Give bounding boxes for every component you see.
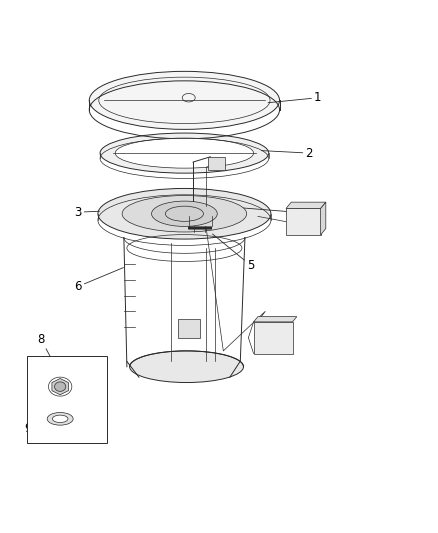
- Ellipse shape: [115, 138, 254, 168]
- Ellipse shape: [122, 196, 247, 232]
- Ellipse shape: [89, 71, 279, 130]
- Text: 8: 8: [37, 333, 59, 373]
- Ellipse shape: [130, 351, 244, 383]
- Bar: [27, 356, 106, 443]
- Ellipse shape: [53, 415, 68, 423]
- Text: 3: 3: [74, 206, 99, 219]
- FancyBboxPatch shape: [286, 208, 321, 235]
- Text: 9: 9: [25, 420, 46, 435]
- Ellipse shape: [55, 382, 66, 391]
- Text: 4: 4: [239, 206, 299, 219]
- Text: 1: 1: [268, 91, 321, 104]
- Text: 6: 6: [74, 268, 124, 293]
- Bar: [178, 319, 200, 338]
- Polygon shape: [254, 317, 297, 322]
- FancyBboxPatch shape: [254, 322, 293, 353]
- Ellipse shape: [152, 201, 217, 227]
- Ellipse shape: [47, 413, 73, 425]
- Ellipse shape: [100, 133, 269, 173]
- Polygon shape: [321, 202, 326, 235]
- Polygon shape: [52, 378, 68, 395]
- FancyBboxPatch shape: [208, 157, 226, 170]
- Polygon shape: [286, 202, 326, 208]
- Text: 2: 2: [261, 147, 313, 159]
- Text: 5: 5: [212, 234, 254, 272]
- Ellipse shape: [98, 189, 271, 239]
